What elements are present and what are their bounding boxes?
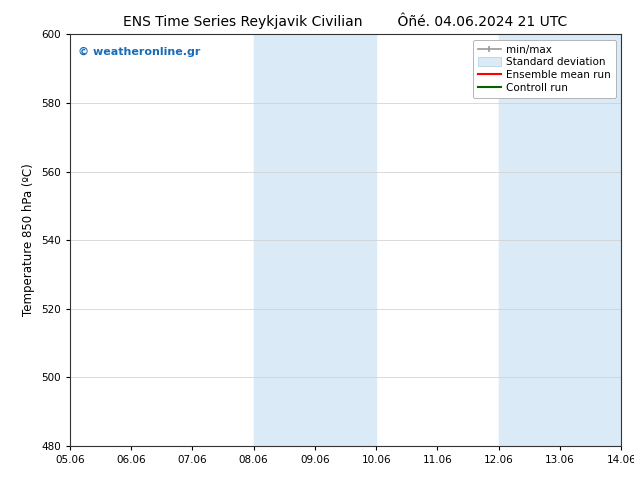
- Y-axis label: Temperature 850 hPa (ºC): Temperature 850 hPa (ºC): [22, 164, 36, 317]
- Legend: min/max, Standard deviation, Ensemble mean run, Controll run: min/max, Standard deviation, Ensemble me…: [473, 40, 616, 98]
- Title: ENS Time Series Reykjavik Civilian        Ôñé. 04.06.2024 21 UTC: ENS Time Series Reykjavik Civilian Ôñé. …: [124, 12, 567, 29]
- Bar: [254, 34, 376, 446]
- Bar: [499, 34, 621, 446]
- Text: © weatheronline.gr: © weatheronline.gr: [78, 47, 200, 57]
